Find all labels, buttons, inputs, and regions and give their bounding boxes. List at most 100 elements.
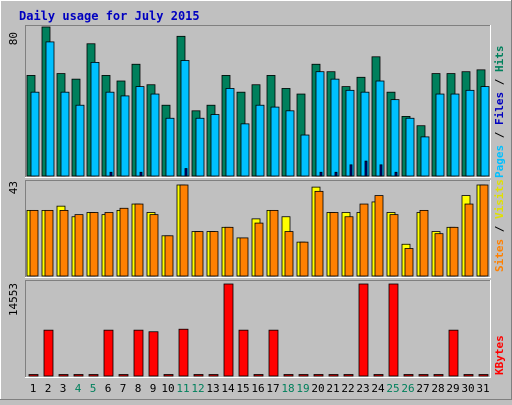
kbytes-bar (58, 374, 69, 377)
kbytes-bar (133, 329, 144, 377)
x-tick-label: 11 (176, 382, 189, 395)
sites-bar (194, 231, 204, 277)
sites-bars (26, 184, 489, 277)
files-bar (60, 91, 70, 177)
panel-hits-files-pages: 80 Pages / Files / Hits (7, 25, 506, 178)
sites-bar (209, 231, 219, 277)
panel-1-ymax-label: 80 (7, 32, 20, 45)
pages-bar (319, 171, 323, 177)
legend-sites: Sites (493, 239, 506, 272)
x-tick-label: 24 (371, 382, 385, 395)
kbytes-bar (463, 374, 474, 377)
sites-bar (434, 233, 444, 277)
panel-2-legend: Sites / Visits (493, 179, 506, 272)
sites-bar (89, 212, 99, 277)
kbytes-bar (148, 331, 159, 377)
kbytes-bar (358, 283, 369, 377)
sites-bar (119, 207, 129, 277)
sites-bar (359, 203, 369, 277)
sites-bar (374, 195, 384, 277)
kbytes-bar (223, 283, 234, 377)
files-bar (75, 104, 85, 177)
files-bar (480, 86, 490, 177)
sites-bar (404, 248, 414, 277)
kbytes-bar (43, 329, 54, 377)
kbytes-bar (328, 374, 339, 377)
kbytes-bar (73, 374, 84, 377)
panel-1-legend: Pages / Files / Hits (493, 46, 506, 179)
sites-bar (464, 203, 474, 277)
files-bar (135, 86, 145, 177)
x-tick-label: 10 (161, 382, 174, 395)
files-bar (240, 123, 250, 177)
x-tick-label: 21 (326, 382, 339, 395)
files-bar (420, 136, 430, 177)
x-tick-label: 20 (311, 382, 324, 395)
files-bar (330, 78, 340, 177)
files-bar (225, 88, 235, 177)
files-bar (405, 117, 415, 177)
x-tick-label: 13 (206, 382, 219, 395)
x-tick-label: 16 (251, 382, 264, 395)
pages-bar (394, 171, 398, 177)
x-axis-day-labels: 1 2 3 4 5 6 7 8 9 10 11 12 13 14 15 16 17 18 19 20 21 22 23 24 2… (30, 382, 490, 395)
kbytes-bar (418, 374, 429, 377)
kbytes-bar (298, 374, 309, 377)
pages-bar (379, 164, 383, 177)
panel-2-ymax-label: 43 (7, 181, 20, 194)
sites-bar (254, 222, 264, 277)
panel-sites-visits: 43 Sites / Visits (7, 179, 506, 278)
sites-bar (299, 241, 309, 277)
x-tick-label: 28 (431, 382, 444, 395)
files-bar (300, 134, 310, 177)
pages-bar (184, 168, 188, 177)
files-bar (105, 91, 115, 177)
x-tick-label: 1 (30, 382, 37, 395)
x-tick-label: 29 (446, 382, 459, 395)
files-bar (30, 91, 40, 177)
x-tick-label: 5 (90, 382, 97, 395)
sites-bar (29, 209, 39, 277)
files-bar (375, 80, 385, 177)
files-bar (255, 104, 265, 177)
sites-bar (239, 237, 249, 277)
x-tick-label: 2 (45, 382, 52, 395)
x-tick-label: 23 (356, 382, 369, 395)
panel-3-ymax-label: 14553 (7, 283, 20, 316)
sites-bar (314, 190, 324, 277)
files-bar (210, 114, 220, 177)
x-tick-label: 26 (401, 382, 414, 395)
x-tick-label: 17 (266, 382, 279, 395)
chart-title: Daily usage for July 2015 (19, 9, 200, 23)
x-tick-label: 31 (476, 382, 489, 395)
files-bar (450, 93, 460, 177)
pages-bar (349, 164, 353, 177)
files-bar (195, 117, 205, 177)
files-bar (315, 71, 325, 177)
kbytes-bar (118, 374, 129, 377)
kbytes-bar (388, 283, 399, 377)
sites-bar (269, 209, 279, 277)
sites-bar (329, 212, 339, 277)
legend-files: Files (493, 92, 506, 125)
sites-bar (284, 231, 294, 277)
legend-pages: Pages (493, 145, 506, 178)
kbytes-bar (403, 374, 414, 377)
kbytes-bar (193, 374, 204, 377)
kbytes-bar (103, 329, 114, 377)
sites-bar (389, 214, 399, 277)
x-tick-label: 12 (191, 382, 204, 395)
kbytes-bar (88, 374, 99, 377)
x-tick-label: 18 (281, 382, 294, 395)
x-tick-label: 22 (341, 382, 354, 395)
sites-bar (74, 214, 84, 277)
files-bar (390, 99, 400, 177)
x-tick-label: 27 (416, 382, 429, 395)
x-tick-label: 8 (135, 382, 142, 395)
x-tick-label: 14 (221, 382, 235, 395)
kbytes-bar (343, 374, 354, 377)
x-tick-label: 30 (461, 382, 474, 395)
files-bar (150, 93, 160, 177)
files-bar (180, 60, 190, 177)
